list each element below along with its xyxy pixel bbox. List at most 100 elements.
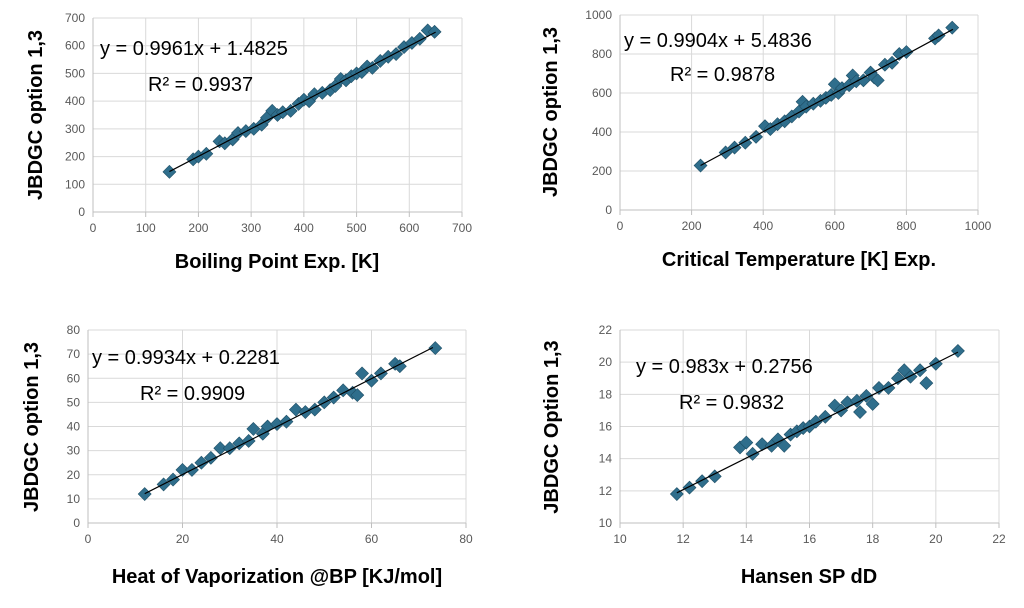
y-tick-label: 400	[592, 125, 612, 139]
data-point	[951, 343, 965, 358]
data-point	[899, 45, 914, 59]
data-point	[707, 469, 722, 484]
chart-heat-of-vaporization: 0 10 20 30 40 50 60 70 80 0 20 40 60 80 y = 0.9934x + …	[21, 323, 473, 588]
r-squared-label: R² = 0.9832	[679, 392, 784, 414]
data-point	[427, 24, 442, 39]
x-tick-label: 600	[825, 219, 845, 233]
y-tick-label: 70	[67, 347, 81, 361]
y-tick-label: 500	[65, 66, 85, 80]
data-point	[853, 405, 867, 419]
data-point	[827, 398, 842, 413]
data-point	[777, 438, 792, 453]
data-point	[919, 376, 934, 390]
r-squared-label: R² = 0.9909	[140, 383, 245, 405]
x-tick-label: 0	[617, 219, 624, 233]
y-tick-label: 200	[592, 164, 612, 178]
x-tick-label: 60	[365, 532, 379, 546]
x-tick-label: 400	[753, 219, 773, 233]
data-point	[745, 446, 760, 461]
x-tick-label: 100	[136, 221, 156, 235]
data-point	[194, 455, 209, 470]
y-tick-label: 0	[73, 516, 80, 530]
x-tick-label: 40	[270, 532, 284, 546]
data-point	[859, 389, 874, 403]
x-axis-label: Hansen SP dD	[741, 566, 877, 588]
y-tick-label: 400	[65, 94, 85, 108]
data-point	[865, 397, 880, 411]
y-tick-label: 700	[65, 11, 85, 25]
trendline-equation: y = 0.983x + 0.2756	[636, 356, 813, 378]
y-tick-label: 300	[65, 122, 85, 136]
data-point	[288, 402, 303, 417]
data-point	[222, 441, 237, 456]
y-tick-label: 200	[65, 150, 85, 164]
y-tick-label: 18	[599, 387, 613, 401]
y-tick-label: 30	[67, 444, 81, 458]
data-point	[355, 366, 369, 381]
data-point	[307, 402, 322, 417]
x-axis-label: Heat of Vaporization @BP [KJ/mol]	[112, 566, 442, 588]
y-tick-label: 800	[592, 47, 612, 61]
y-tick-label: 600	[592, 86, 612, 100]
data-point	[365, 60, 380, 75]
x-tick-label: 0	[90, 221, 97, 235]
x-tick-label: 1000	[965, 219, 992, 233]
data-point	[695, 474, 710, 489]
data-point	[903, 369, 918, 384]
data-point	[693, 158, 708, 173]
y-tick-label: 10	[67, 492, 81, 506]
x-tick-label: 16	[803, 532, 817, 546]
y-tick-label: 50	[67, 395, 81, 409]
y-tick-label: 22	[599, 323, 613, 337]
data-point	[913, 363, 927, 378]
x-tick-label: 300	[241, 221, 261, 235]
y-tick-label: 10	[599, 516, 613, 530]
data-point	[162, 164, 177, 179]
x-tick-label: 20	[176, 532, 190, 546]
x-tick-label: 700	[452, 221, 472, 235]
data-point	[199, 146, 214, 161]
chart-boiling-point: 0 100 200 300 400 500 600 700 0 100 200 300 400 500 60…	[25, 11, 472, 273]
x-tick-label: 200	[682, 219, 702, 233]
x-tick-label: 20	[929, 532, 943, 546]
y-tick-label: 14	[599, 452, 613, 466]
x-axis-label: Boiling Point Exp. [K]	[175, 251, 379, 273]
y-tick-label: 60	[67, 371, 81, 385]
x-tick-label: 400	[294, 221, 314, 235]
x-tick-label: 14	[740, 532, 754, 546]
r-squared-label: R² = 0.9937	[148, 74, 253, 96]
y-tick-label: 0	[78, 205, 85, 219]
x-tick-label: 0	[85, 532, 92, 546]
y-tick-label: 20	[67, 468, 81, 482]
data-point	[283, 103, 298, 118]
data-point	[669, 487, 684, 501]
x-tick-label: 18	[866, 532, 880, 546]
data-point	[428, 341, 443, 356]
y-tick-label: 12	[599, 484, 613, 498]
y-axis-label: JBDGC Option 1,3	[541, 340, 563, 513]
x-tick-label: 22	[992, 532, 1006, 546]
trendline	[700, 28, 954, 167]
data-point	[682, 480, 697, 495]
x-tick-label: 80	[459, 532, 473, 546]
data-point	[203, 450, 218, 465]
y-tick-label: 600	[65, 39, 85, 53]
trendline-equation: y = 0.9961x + 1.4825	[100, 38, 288, 60]
data-point	[739, 435, 754, 450]
y-axis-label: JBDGC option 1,3	[21, 342, 43, 512]
y-tick-label: 1000	[585, 8, 612, 22]
chart-critical-temperature: 0 200 400 600 800 1000 0 200 400 600 800 1000 y = 0.…	[540, 8, 992, 271]
data-point	[849, 393, 864, 408]
trendline	[144, 346, 434, 495]
y-tick-label: 0	[605, 203, 612, 217]
x-tick-label: 200	[188, 221, 208, 235]
data-point	[246, 421, 261, 436]
data-point	[870, 73, 885, 88]
y-axis-label: JBDGC option 1,3	[540, 27, 562, 197]
trendline-equation: y = 0.9904x + 5.4836	[624, 30, 812, 52]
data-point	[881, 380, 896, 395]
r-squared-label: R² = 0.9878	[670, 64, 775, 86]
y-axis-label: JBDGC option 1,3	[25, 30, 47, 200]
data-point	[872, 380, 886, 395]
